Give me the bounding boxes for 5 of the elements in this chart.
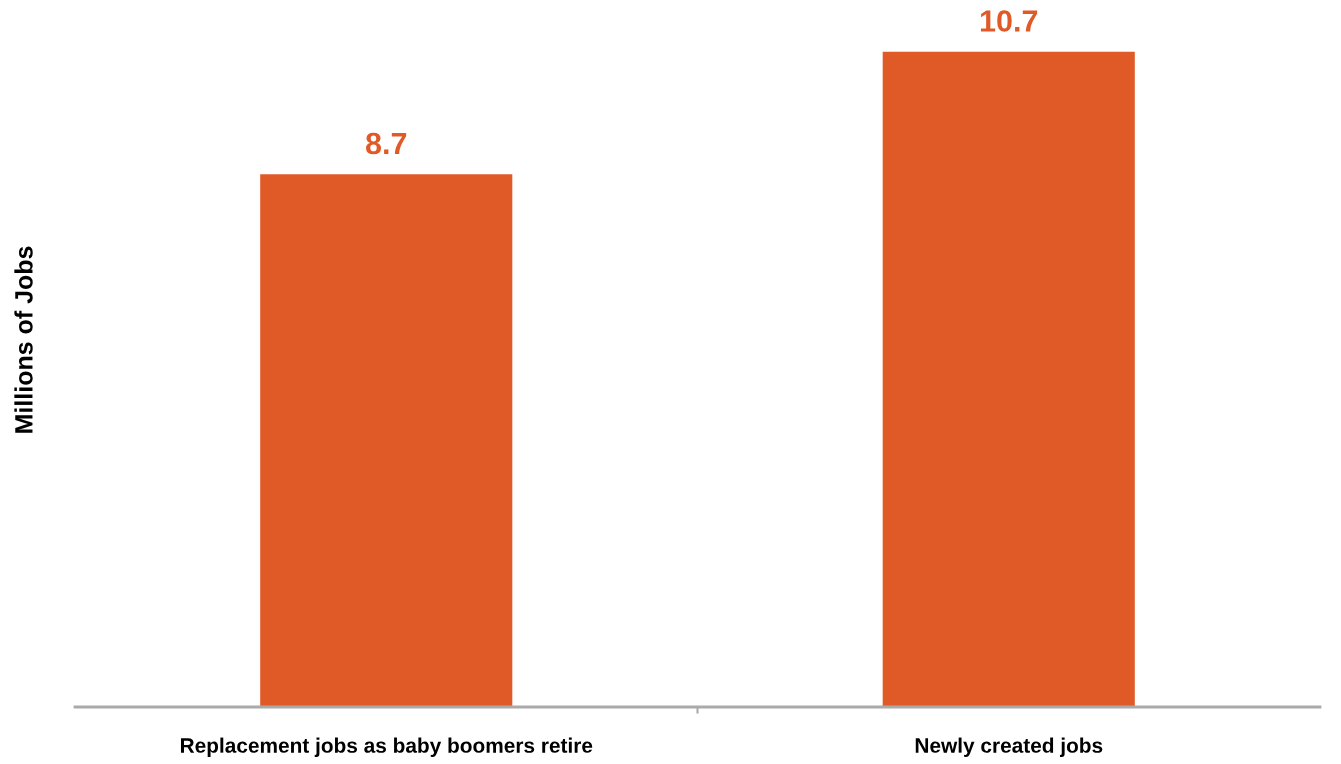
y-axis-title: Millions of Jobs	[14, 246, 33, 433]
x-tick-label: Newly created jobs	[915, 737, 1103, 757]
data-label: 10.7	[980, 10, 1038, 32]
data-label: 8.7	[365, 132, 407, 155]
x-tick-label: Replacement jobs as baby boomers retire	[180, 737, 593, 757]
